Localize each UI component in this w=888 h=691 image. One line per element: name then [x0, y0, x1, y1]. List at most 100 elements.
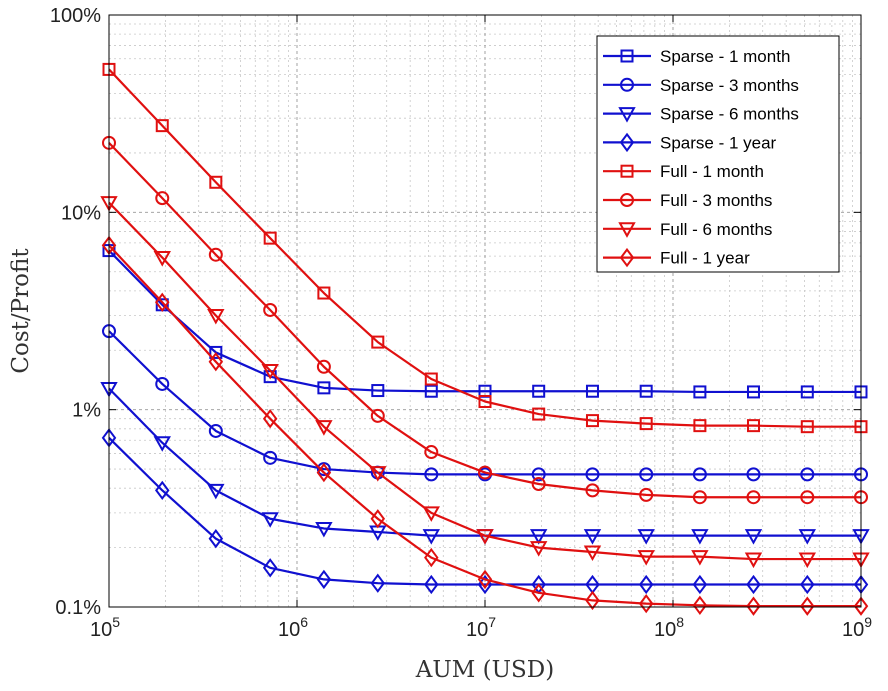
- series-sparse-1-month: [102, 244, 868, 399]
- data-point: [370, 509, 386, 529]
- data-point: [531, 583, 546, 603]
- data-point: [317, 381, 331, 395]
- series-line: [108, 249, 861, 394]
- data-point: [800, 467, 815, 482]
- data-point: [639, 487, 654, 502]
- data-point: [529, 529, 548, 545]
- data-point: [853, 596, 869, 616]
- x-tick-label: 109: [842, 614, 872, 641]
- legend-swatch-marker: [618, 222, 636, 238]
- data-point: [315, 420, 333, 436]
- data-point: [476, 529, 494, 545]
- x-tick-label: 108: [654, 614, 684, 641]
- data-point: [153, 436, 171, 452]
- data-point: [316, 569, 332, 590]
- series-sparse-3-months: [102, 324, 868, 482]
- series-full-6-months: [100, 196, 870, 569]
- data-point: [424, 467, 439, 482]
- legend-label: Full - 1 month: [660, 162, 764, 181]
- y-tick-label: 1%: [72, 400, 101, 422]
- data-point: [744, 552, 763, 569]
- y-tick-label: 10%: [61, 202, 101, 224]
- data-point: [638, 593, 654, 614]
- legend-label: Sparse - 3 months: [660, 76, 799, 95]
- data-point: [422, 506, 441, 522]
- data-point: [424, 547, 439, 568]
- data-point: [585, 467, 600, 482]
- data-point: [208, 352, 224, 372]
- data-point: [692, 574, 708, 595]
- legend-swatch-marker: [619, 247, 635, 268]
- data-point: [639, 384, 653, 398]
- data-point: [478, 394, 492, 408]
- data-point: [478, 465, 492, 480]
- legend-swatch-marker: [620, 164, 634, 178]
- legend-box: [596, 35, 840, 273]
- data-point: [692, 490, 707, 505]
- legend-label: Full - 1 year: [660, 249, 750, 268]
- series-line: [108, 330, 861, 476]
- data-point: [531, 477, 546, 492]
- data-point: [424, 445, 439, 460]
- data-point: [424, 372, 438, 386]
- data-point: [691, 550, 709, 566]
- data-point: [637, 529, 655, 545]
- data-point: [208, 423, 223, 438]
- data-point: [800, 385, 814, 399]
- y-tick-label: 100%: [50, 5, 101, 27]
- data-point: [798, 529, 817, 545]
- data-point: [692, 595, 708, 615]
- data-point: [585, 384, 599, 398]
- data-point: [155, 376, 170, 391]
- legend-item: Full - 6 months: [603, 220, 772, 239]
- data-point: [800, 596, 815, 616]
- data-point: [746, 574, 761, 595]
- data-point: [585, 590, 600, 611]
- data-point: [746, 596, 761, 616]
- legend-label: Sparse - 1 year: [660, 133, 777, 152]
- legend-item: Full - 1 month: [603, 162, 764, 181]
- legend: Sparse - 1 month Sparse - 3 months Sparse …: [596, 35, 840, 273]
- x-tick-label: 105: [90, 614, 120, 641]
- data-point: [371, 335, 385, 349]
- data-point: [529, 541, 548, 557]
- legend-label: Full - 3 months: [660, 191, 772, 210]
- data-point: [424, 384, 438, 398]
- series-line: [108, 437, 861, 586]
- data-point: [317, 286, 331, 300]
- data-point: [746, 385, 760, 399]
- series-sparse-1-year: [101, 428, 869, 595]
- legend-swatch-marker: [618, 107, 636, 123]
- data-point: [585, 414, 599, 428]
- data-point: [800, 490, 815, 505]
- data-point: [531, 467, 546, 482]
- legend-label: Full - 6 months: [660, 220, 772, 239]
- data-point: [422, 529, 441, 545]
- legend-swatch-marker: [620, 77, 634, 92]
- data-point: [693, 419, 707, 433]
- data-point: [800, 420, 814, 434]
- data-point: [155, 191, 170, 206]
- data-point: [371, 384, 385, 398]
- legend-label: Sparse - 1 month: [660, 47, 790, 66]
- legend-swatch-marker: [620, 49, 634, 63]
- data-point: [800, 574, 815, 595]
- data-point: [585, 483, 600, 498]
- data-point: [263, 450, 278, 465]
- data-point: [638, 574, 654, 595]
- data-point: [693, 385, 707, 399]
- legend-item: Full - 3 months: [603, 191, 772, 210]
- data-point: [207, 483, 225, 500]
- data-point: [692, 467, 707, 482]
- series-line: [108, 244, 861, 608]
- legend-item: Sparse - 3 months: [603, 76, 799, 95]
- legend-label: Sparse - 6 months: [660, 105, 799, 124]
- series-line: [108, 68, 861, 428]
- x-axis-title: AUM (USD): [415, 657, 554, 683]
- data-point: [155, 292, 170, 312]
- y-tick-label: 0.1%: [55, 597, 101, 619]
- data-point: [261, 363, 279, 380]
- data-point: [209, 175, 223, 189]
- y-axis-title: Cost/Profit: [8, 248, 34, 374]
